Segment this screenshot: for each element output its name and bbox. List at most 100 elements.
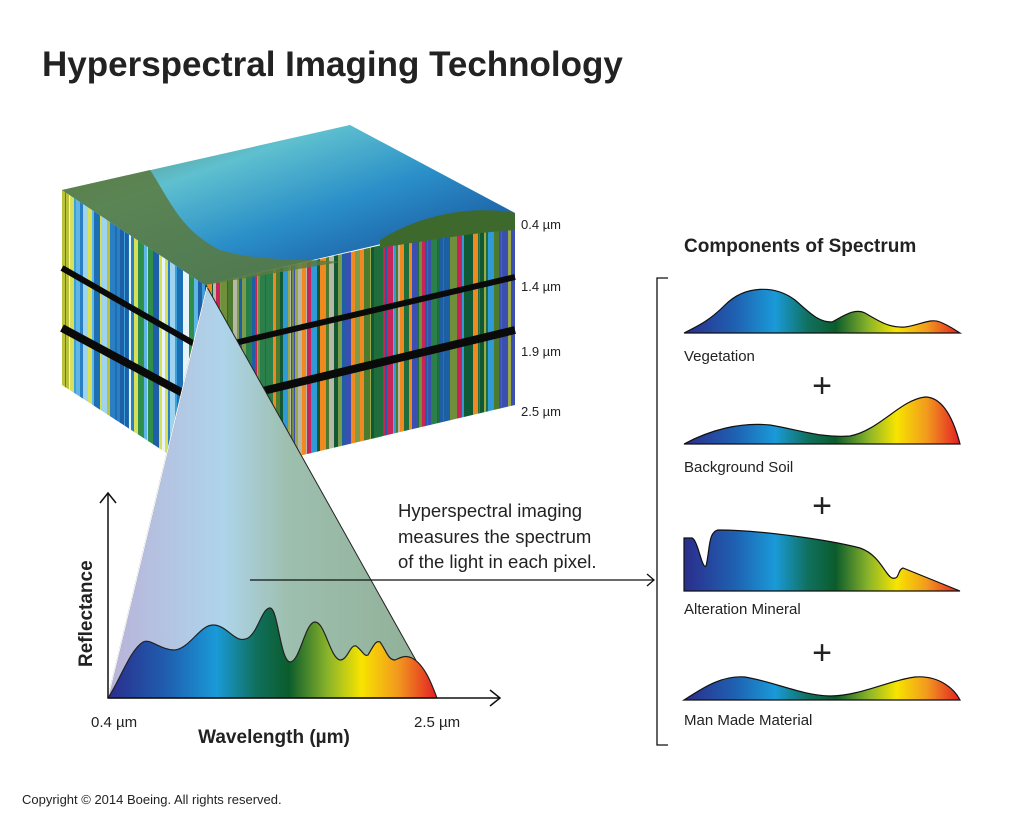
components-title: Components of Spectrum: [684, 236, 916, 257]
cube-top-land-patch: [380, 210, 515, 248]
spectral-stripe: [76, 190, 81, 478]
spectral-stripe: [499, 215, 502, 478]
spectral-stripe: [387, 215, 394, 478]
spectral-stripe: [288, 215, 291, 478]
spectral-stripe: [165, 190, 169, 478]
spectral-stripe: [295, 215, 299, 478]
spectral-stripe: [88, 190, 93, 478]
spectral-stripe: [270, 215, 274, 478]
spectral-stripe: [277, 215, 281, 478]
spectral-stripe: [168, 190, 171, 478]
chart-axes: [99, 491, 502, 707]
spectral-stripe: [378, 215, 384, 478]
spectral-stripe: [242, 215, 247, 478]
spectral-stripe: [329, 215, 335, 478]
spectral-stripe: [488, 215, 495, 478]
spectral-stripe: [311, 215, 318, 478]
band-label: 0.4 µm: [521, 217, 561, 232]
spectral-stripe: [385, 215, 388, 478]
spectral-stripe: [450, 215, 455, 478]
spectral-stripe: [464, 215, 471, 478]
spectral-stripe: [457, 215, 463, 478]
spectral-stripe: [338, 215, 343, 478]
spectral-stripe: [125, 190, 129, 478]
spectral-stripe: [326, 215, 330, 478]
caption-line: of the light in each pixel.: [398, 551, 597, 572]
spectral-stripe: [360, 215, 365, 478]
spectral-stripe: [486, 215, 489, 478]
spectral-stripe: [342, 215, 346, 478]
spectral-stripe: [515, 120, 517, 500]
spectral-stripe: [306, 215, 308, 478]
spectral-stripe: [425, 215, 428, 478]
page-title: Hyperspectral Imaging Technology: [42, 45, 623, 84]
spectral-stripe: [189, 190, 195, 478]
band-label: 1.9 µm: [521, 344, 561, 359]
spectral-stripe: [298, 215, 303, 478]
arrow-to-components: [250, 573, 655, 587]
spectral-stripe: [117, 190, 121, 478]
spectral-stripe: [371, 215, 375, 478]
spectral-stripe: [283, 215, 289, 478]
spectral-stripe: [501, 215, 503, 478]
spectral-stripe: [62, 190, 66, 478]
spectral-stripe: [383, 215, 386, 478]
spectral-stripe: [159, 190, 163, 478]
spectral-stripe: [280, 215, 284, 478]
components-bracket: [656, 277, 668, 746]
spectral-stripe: [473, 215, 479, 478]
background-soil-spectrum: [683, 396, 961, 445]
spectral-stripe: [502, 215, 509, 478]
spectral-stripe: [183, 190, 190, 478]
spectral-stripe: [480, 215, 485, 478]
plus-icon: +: [812, 487, 832, 525]
spectral-stripe: [83, 190, 89, 478]
spectral-stripe: [393, 215, 395, 478]
spectral-stripe: [92, 190, 95, 478]
spectral-stripe: [101, 190, 108, 478]
spectral-stripe: [100, 190, 102, 478]
pixel-spectrum-curve: [106, 607, 438, 699]
spectral-stripe: [147, 190, 149, 478]
spectral-stripe: [120, 190, 125, 478]
spectral-stripe: [484, 215, 487, 478]
cone-edge: [107, 286, 208, 699]
spectral-stripe: [290, 215, 292, 478]
component-label: Vegetation: [684, 348, 755, 365]
spectral-stripe: [241, 215, 243, 478]
alteration-mineral-spectrum: [683, 529, 961, 592]
caption: Hyperspectral imaging measures the spect…: [398, 500, 597, 572]
component-label: Alteration Mineral: [684, 601, 801, 618]
spectral-stripe: [412, 215, 419, 478]
spectral-stripe: [427, 215, 429, 478]
spectral-stripe: [400, 215, 405, 478]
spectral-stripe: [454, 215, 458, 478]
spectral-stripe: [398, 215, 401, 478]
spectral-stripe: [252, 215, 256, 478]
spectral-stripe: [370, 215, 372, 478]
spectral-stripe: [394, 215, 397, 478]
spectral-stripe: [317, 215, 321, 478]
vegetation-spectrum: [683, 288, 963, 334]
spectral-stripe: [364, 215, 371, 478]
spectral-stripe: [276, 215, 278, 478]
spectral-stripe: [258, 215, 261, 478]
hyperspectral-cube: [60, 120, 517, 500]
spectral-stripe: [355, 215, 361, 478]
spectral-stripe: [508, 215, 512, 478]
spectral-stripe: [334, 215, 339, 478]
spectral-stripe: [128, 190, 130, 478]
spectral-stripe: [294, 215, 296, 478]
spectral-stripe: [246, 215, 253, 478]
spectral-stripe: [396, 215, 399, 478]
spectral-stripe: [292, 215, 295, 478]
spectral-stripe: [129, 190, 132, 478]
band-label: 1.4 µm: [521, 279, 561, 294]
spectral-stripe: [478, 215, 480, 478]
spectral-stripe: [115, 190, 118, 478]
caption-line: measures the spectrum: [398, 526, 591, 547]
cube-top-land-patch: [62, 170, 340, 285]
spectral-stripe: [124, 190, 126, 478]
plus-icon: +: [812, 367, 832, 405]
